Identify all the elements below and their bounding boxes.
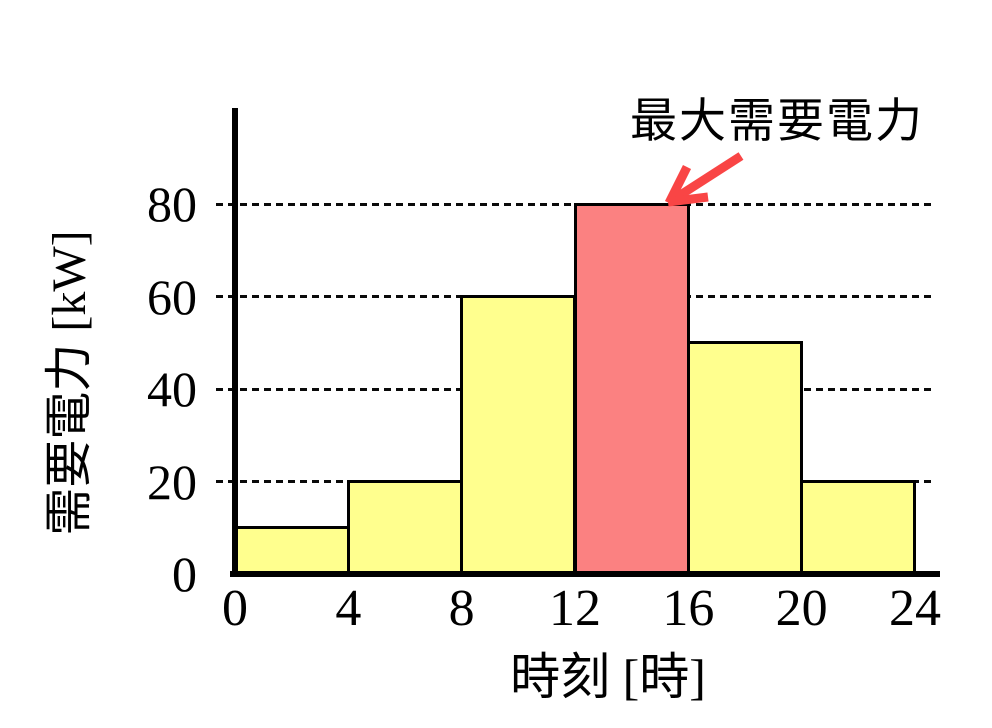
x-axis-title: 時刻 [時] (510, 649, 706, 705)
demand-bar-20-24 (800, 480, 917, 575)
x-tick-label-16: 16 (662, 580, 715, 637)
demand-bar-8-12 (460, 295, 577, 575)
peak-demand-bar (573, 202, 690, 575)
demand-bar-16-20 (686, 341, 804, 575)
x-tick-label-4: 4 (335, 580, 362, 637)
x-tick-label-12: 12 (549, 580, 601, 637)
y-axis-line (232, 108, 238, 577)
peak-annotation-label: 最大需要電力 (630, 94, 924, 147)
y-tick-label-40: 40 (147, 361, 197, 417)
x-tick-label-20: 20 (775, 580, 828, 637)
y-tick-label-20: 20 (147, 453, 197, 510)
y-tick-label-60: 60 (147, 268, 197, 325)
x-tick-label-24: 24 (889, 580, 941, 637)
x-tick-label-8: 8 (448, 580, 475, 637)
y-axis-title: 需要電力 [kW] (43, 230, 96, 536)
y-tick-label-80: 80 (147, 176, 197, 232)
y-tick-label-0: 0 (172, 546, 197, 602)
x-tick-label-0: 0 (222, 580, 248, 637)
demand-bar-4-8 (346, 480, 464, 575)
x-axis-line (230, 571, 940, 577)
demand-bar-0-4 (233, 526, 350, 575)
